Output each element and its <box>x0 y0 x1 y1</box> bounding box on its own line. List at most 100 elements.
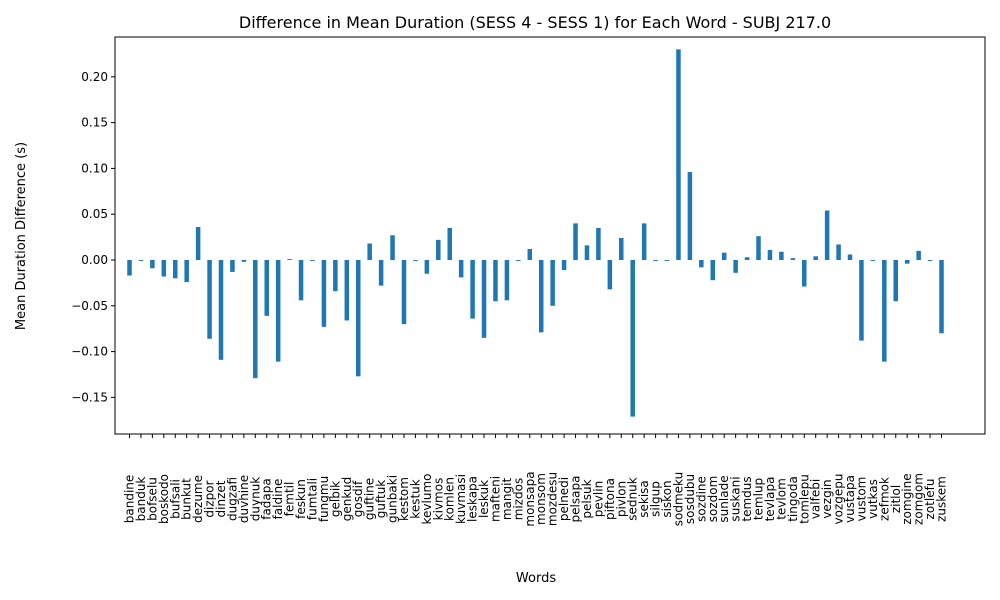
bar-silgup <box>653 260 658 261</box>
x-tick-label-duynuk: duynuk <box>248 477 262 522</box>
x-tick-label-dizpor: dizpor <box>203 480 217 517</box>
bar-mizdos <box>516 260 521 261</box>
bar-bufsali <box>173 260 178 279</box>
bar-valfebi <box>813 256 818 260</box>
bar-sekisa <box>641 223 647 260</box>
x-tick-label-zomgine: zomgine <box>900 473 914 524</box>
bar-zefmok <box>882 260 887 362</box>
bar-mafteni <box>493 260 498 302</box>
x-tick-label-tingoda: tingoda <box>786 476 800 522</box>
x-tick-label-bunkut: bunkut <box>180 478 194 520</box>
bar-faldine <box>275 260 281 362</box>
bar-piftona <box>607 260 613 290</box>
y-tick-label-0: −0.15 <box>71 390 108 404</box>
bar-dezume <box>195 227 201 260</box>
x-tick-label-gunbaki: gunbaki <box>386 475 400 523</box>
bar-monsapa <box>527 249 533 260</box>
x-tick-label-sekisa: sekisa <box>637 480 651 518</box>
bar-bandine <box>127 260 132 276</box>
x-tick-label-kuvmasi: kuvmasi <box>454 474 468 524</box>
x-axis-label: Words <box>516 571 556 586</box>
y-tick-label-1: −0.10 <box>71 345 108 359</box>
y-tick-label-6: 0.15 <box>81 116 108 130</box>
x-tick-label-boskodo: boskodo <box>157 474 171 524</box>
bar-vustapa <box>847 254 853 260</box>
bar-femtil <box>287 259 292 260</box>
bar-guftine <box>367 243 372 260</box>
x-tick-label-zefmok: zefmok <box>877 477 891 521</box>
y-axis-label: Mean Duration Difference (s) <box>14 142 29 330</box>
x-tick-label-duvhine: duvhine <box>237 475 251 523</box>
bar-fadapa <box>264 260 269 316</box>
plot-frame <box>114 36 986 435</box>
bar-kuvmasi <box>458 260 464 278</box>
bar-vezgin <box>824 210 830 260</box>
x-tick-label-sodmeku: sodmeku <box>671 472 685 526</box>
x-tick-label-gelbik: gelbik <box>328 481 342 517</box>
x-tick-label-dezume: dezume <box>191 475 205 523</box>
x-tick-label-gosdif: gosdif <box>351 480 365 517</box>
bar-pivlon <box>619 238 624 260</box>
x-tick-label-fadapa: fadapa <box>260 478 274 520</box>
bar-mozdesu <box>550 260 555 306</box>
bar-kevlumo <box>424 260 430 274</box>
bar-guftuk <box>378 260 384 286</box>
x-tick-label-kestom: kestom <box>397 477 411 521</box>
bar-leskapa <box>470 260 475 319</box>
bar-sednuk <box>630 260 635 417</box>
bar-pelsapa <box>573 223 578 260</box>
x-tick-label-suskani: suskani <box>729 476 743 521</box>
x-tick-label-genkud: genkud <box>340 477 354 521</box>
x-tick-label-temlup: temlup <box>752 478 766 520</box>
x-tick-label-vustom: vustom <box>854 477 868 522</box>
bar-zitlol <box>893 260 898 302</box>
bar-dugzafi <box>230 260 235 272</box>
bar-komlen <box>447 227 452 260</box>
bars-group <box>127 49 944 417</box>
x-axis: bandinebandukbofseluboskodobufsalibunkut… <box>123 434 949 527</box>
x-tick-label-pelsuk: pelsuk <box>580 479 594 518</box>
bar-pelsuk <box>584 245 590 260</box>
bar-kestuk <box>413 260 418 261</box>
bar-vozgepu <box>836 244 841 260</box>
x-tick-label-sozdine: sozdine <box>694 476 708 522</box>
x-tick-label-fungmu: fungmu <box>317 476 331 522</box>
bar-banduk <box>138 260 144 261</box>
x-tick-label-kestuk: kestuk <box>408 479 422 518</box>
bar-bofselu <box>150 260 155 269</box>
x-tick-label-zotlefu: zotlefu <box>923 479 937 520</box>
x-tick-label-komlen: komlen <box>443 477 457 521</box>
x-tick-label-monsapa: monsapa <box>523 471 537 526</box>
x-tick-label-valfebi: valfebi <box>809 479 823 519</box>
x-tick-label-temdus: temdus <box>740 476 754 521</box>
bar-duynuk <box>253 260 258 379</box>
x-tick-label-bofselu: bofselu <box>145 477 159 521</box>
bar-genkud <box>344 260 350 321</box>
x-tick-label-bandine: bandine <box>123 475 137 524</box>
x-tick-label-dugzafi: dugzafi <box>225 477 239 521</box>
x-tick-label-zomgom: zomgom <box>912 473 926 525</box>
x-tick-label-sosdubu: sosdubu <box>683 474 697 524</box>
x-tick-label-tevlapa: tevlapa <box>763 477 777 522</box>
x-tick-label-leskuk: leskuk <box>477 480 491 518</box>
x-tick-label-vezgin: vezgin <box>820 479 834 518</box>
x-tick-label-femtil: femtil <box>283 482 297 517</box>
x-tick-label-sozdom: sozdom <box>706 476 720 523</box>
x-tick-label-tevlom: tevlom <box>774 478 788 520</box>
bar-pevlin <box>596 227 601 260</box>
x-tick-label-vustapa: vustapa <box>843 475 857 523</box>
x-tick-label-vutkas: vutkas <box>866 479 880 519</box>
x-tick-label-mizdos: mizdos <box>511 478 525 521</box>
x-tick-label-sednuk: sednuk <box>626 477 640 520</box>
x-tick-label-bufsali: bufsali <box>168 479 182 519</box>
bar-vutkas <box>870 260 876 261</box>
bar-gosdif <box>355 260 361 377</box>
bar-monsom <box>538 260 544 333</box>
y-tick-label-3: 0.00 <box>81 253 108 267</box>
x-tick-label-pevlin: pevlin <box>591 481 605 517</box>
bar-fumtali <box>310 260 315 261</box>
bar-sozdom <box>710 260 716 281</box>
x-tick-label-fumtali: fumtali <box>305 478 319 520</box>
x-tick-label-pelnedi: pelnedi <box>557 477 571 521</box>
